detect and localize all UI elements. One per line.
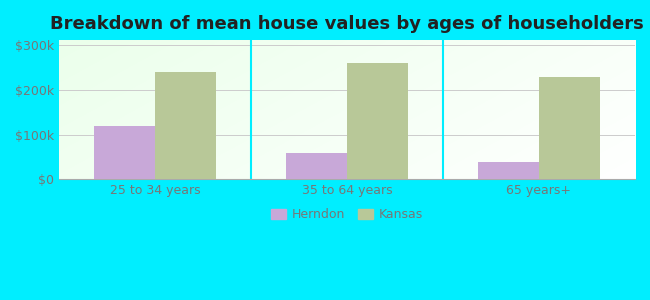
Bar xyxy=(285,153,347,179)
Bar xyxy=(539,77,601,179)
Bar xyxy=(155,73,216,179)
Legend: Herndon, Kansas: Herndon, Kansas xyxy=(266,203,428,226)
Bar xyxy=(94,125,155,179)
Bar xyxy=(347,64,408,179)
Title: Breakdown of mean house values by ages of householders: Breakdown of mean house values by ages o… xyxy=(50,15,644,33)
Bar xyxy=(478,162,539,179)
